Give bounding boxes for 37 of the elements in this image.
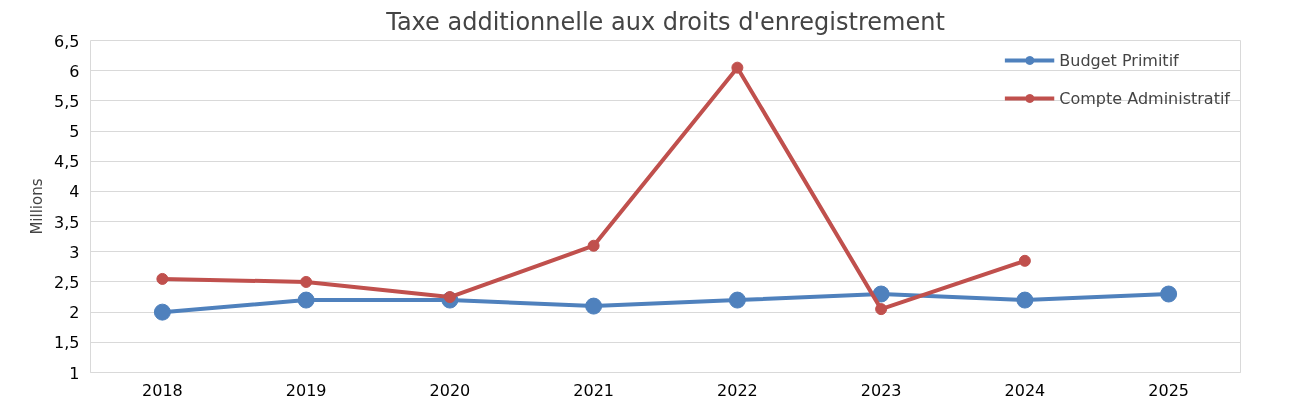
y-axis-title: Millions — [28, 178, 47, 235]
x-tick-label: 2022 — [717, 380, 758, 400]
x-tick-label: 2019 — [285, 380, 327, 400]
legend-label: Compte Administratif — [1059, 88, 1230, 108]
x-tick-label: 2021 — [573, 380, 614, 400]
point — [585, 297, 603, 315]
point — [1018, 254, 1031, 267]
chart-title: Taxe additionnelle aux droits d'enregistrement — [385, 7, 945, 36]
point — [1016, 291, 1034, 309]
point — [156, 272, 169, 285]
y-tick-label: 2 — [69, 303, 80, 323]
y-tick-label: 6 — [69, 61, 80, 81]
x-tick-label: 2020 — [429, 380, 471, 400]
y-tick-label: 2,5 — [54, 272, 80, 292]
point — [728, 291, 746, 309]
y-tick-label: 4 — [69, 182, 80, 202]
point — [872, 285, 890, 303]
point — [731, 61, 744, 74]
x-tick-label: 2023 — [860, 380, 902, 400]
y-tick-label: 1 — [69, 363, 80, 383]
legend-label: Budget Primitif — [1059, 50, 1179, 70]
point — [153, 303, 171, 321]
y-tick-label: 4,5 — [54, 152, 80, 172]
y-tick-label: 5,5 — [54, 91, 80, 111]
x-tick-label: 2024 — [1004, 380, 1046, 400]
point — [875, 303, 888, 316]
point — [1160, 285, 1178, 303]
y-tick-label: 6,5 — [54, 31, 80, 51]
y-tick-label: 3 — [69, 242, 80, 262]
point — [300, 275, 313, 288]
y-tick-label: 1,5 — [54, 333, 80, 353]
y-tick-label: 3,5 — [54, 212, 80, 232]
y-tick-label: 5 — [69, 122, 80, 142]
x-tick-label: 2025 — [1148, 380, 1189, 400]
point — [587, 239, 600, 252]
x-tick-label: 2018 — [142, 380, 183, 400]
point — [297, 291, 315, 309]
